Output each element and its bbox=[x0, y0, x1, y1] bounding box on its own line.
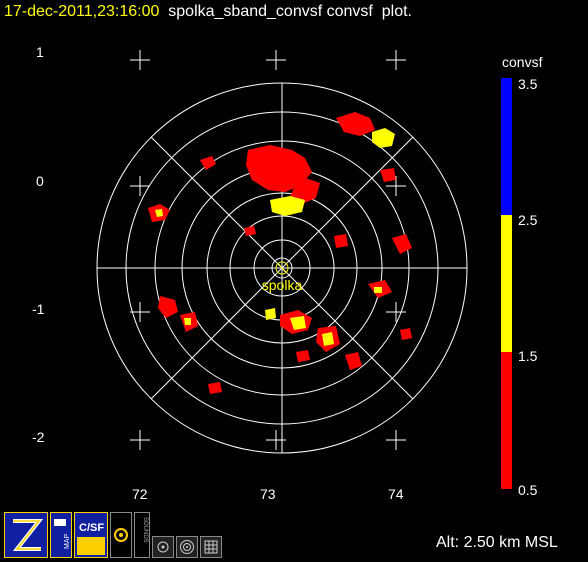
plot-product-name: spolka_sband_convsf convsf plot. bbox=[168, 3, 412, 20]
target-large-icon[interactable] bbox=[176, 536, 198, 558]
y-tick-label: -2 bbox=[32, 429, 45, 445]
x-tick-label: 72 bbox=[132, 486, 148, 502]
toolbar: MAP C/SF SOUNDS bbox=[4, 508, 222, 558]
colorbar-segment-high bbox=[501, 78, 512, 215]
altitude-label: Alt: 2.50 km MSL bbox=[436, 534, 558, 551]
colorbar-label: 2.5 bbox=[518, 212, 538, 228]
csf-icon-label: C/SF bbox=[79, 522, 104, 534]
colorbar-title: convsf bbox=[502, 54, 543, 70]
gear-icon[interactable] bbox=[110, 512, 132, 558]
y-tick-label: 1 bbox=[36, 44, 44, 60]
lat-lon-crosses bbox=[130, 50, 406, 450]
csf-icon[interactable]: C/SF bbox=[74, 512, 108, 558]
target-small-icon[interactable] bbox=[152, 536, 174, 558]
colorbar-label: 0.5 bbox=[518, 482, 538, 498]
y-tick-label: -1 bbox=[32, 301, 45, 317]
y-axis-labels: 1 0 -1 -2 bbox=[32, 44, 45, 445]
map-icon-label: MAP bbox=[64, 534, 71, 550]
plot-title: 17-dec-2011,23:16:00 spolka_sband_convsf… bbox=[4, 3, 412, 21]
grid-icon[interactable] bbox=[200, 536, 222, 558]
sounds-icon-label: SOUNDS bbox=[142, 517, 148, 543]
zebra-logo-icon[interactable] bbox=[4, 512, 48, 558]
colorbar-segment-low bbox=[501, 352, 512, 489]
y-tick-label: 0 bbox=[36, 173, 44, 189]
plot-timestamp: 17-dec-2011,23:16:00 bbox=[4, 3, 160, 20]
radar-echoes bbox=[148, 112, 412, 394]
x-axis-labels: 72 73 74 bbox=[132, 486, 404, 502]
sounds-icon[interactable]: SOUNDS bbox=[134, 512, 150, 558]
radar-site-marker bbox=[275, 261, 289, 275]
x-tick-label: 74 bbox=[388, 486, 404, 502]
colorbar-segment-mid bbox=[501, 215, 512, 352]
colorbar-label: 1.5 bbox=[518, 348, 538, 364]
map-icon[interactable]: MAP bbox=[50, 512, 72, 558]
x-tick-label: 73 bbox=[260, 486, 276, 502]
radar-site-label: spolka bbox=[262, 277, 303, 293]
colorbar: convsf 3.5 2.5 1.5 0.5 bbox=[501, 54, 543, 498]
colorbar-label: 3.5 bbox=[518, 76, 538, 92]
